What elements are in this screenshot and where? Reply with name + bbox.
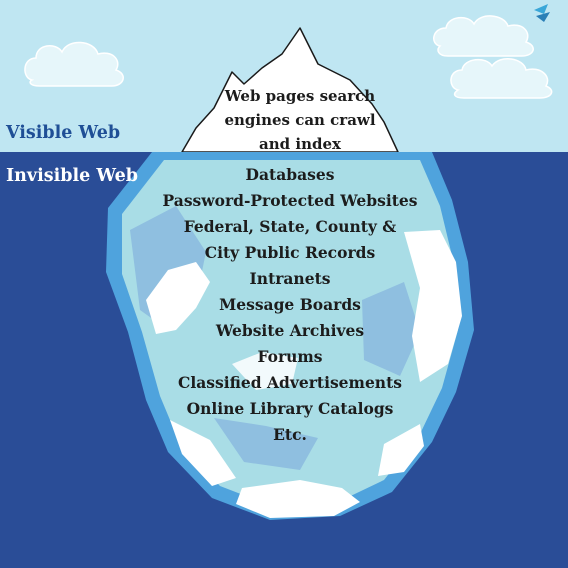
list-item-website-archives: Website Archives [215,321,365,340]
iceberg-shadow-bottom [214,418,318,470]
invisible-web-label: Invisible Web [6,166,138,186]
list-item-library-catalogs: Online Library Catalogs [186,399,394,418]
list-item-databases: Databases [245,165,335,184]
ice-patch-center [232,352,298,390]
iceberg-tip [181,27,399,153]
tip-line: engines can crawl [224,111,376,129]
list-item-public-records-2: City Public Records [204,243,376,262]
ice-patch-lower-left [170,420,236,486]
logo-mark-icon [534,4,550,22]
list-item-message-boards: Message Boards [219,295,361,314]
ice-patch-right [404,230,462,382]
iceberg-shadow-right [362,282,420,376]
cloud-right [433,15,553,99]
list-item-password-protected: Password-Protected Websites [162,191,418,210]
list-item-forums: Forums [257,347,323,366]
ice-patch-left [146,262,210,334]
list-item-intranets: Intranets [249,269,331,288]
ice-patch-bottom [236,480,360,518]
list-item-etc: Etc. [273,425,307,444]
ice-patch-lower-right [378,424,424,476]
iceberg-tip-caption: Web pages search engines can crawl and i… [200,84,400,156]
cloud-left [24,41,124,87]
list-item-classified-ads: Classified Advertisements [178,373,402,392]
tip-line: and index [259,135,341,153]
tip-line: Web pages search [224,87,376,105]
iceberg-underwater-body [122,160,458,506]
list-item-public-records-1: Federal, State, County & [183,217,397,236]
visible-web-label: Visible Web [6,123,121,143]
invisible-web-list: Databases Password-Protected Websites Fe… [140,162,440,448]
